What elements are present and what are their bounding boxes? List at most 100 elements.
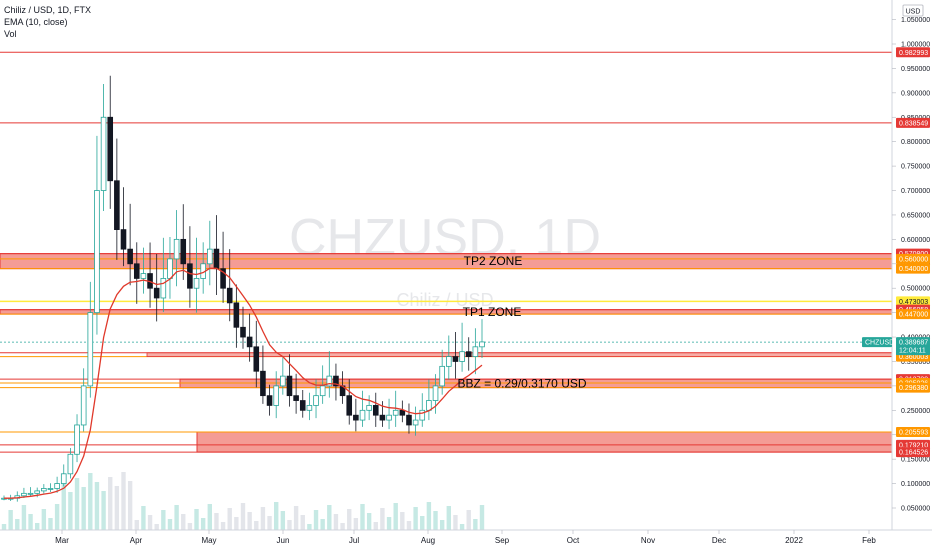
x-tick-label: Sep: [495, 536, 510, 545]
candle-body[interactable]: [107, 116, 114, 182]
candle-body[interactable]: [133, 263, 140, 279]
candle-body[interactable]: [306, 405, 313, 411]
price-level-badge[interactable]: [896, 309, 930, 320]
candle-body[interactable]: [479, 341, 485, 348]
candle-body[interactable]: [67, 453, 74, 475]
candle-body[interactable]: [359, 409, 366, 421]
candle-body[interactable]: [372, 405, 379, 416]
candle-body[interactable]: [240, 326, 246, 338]
candle-body[interactable]: [27, 492, 34, 495]
price-level-badge[interactable]: [896, 47, 930, 58]
volume-bar: [88, 473, 93, 530]
candle-body[interactable]: [286, 375, 293, 397]
candle-body[interactable]: [21, 492, 27, 497]
candle-body[interactable]: [386, 414, 392, 421]
candle-body[interactable]: [353, 414, 359, 421]
volume-bar: [207, 504, 213, 530]
legend-ema[interactable]: EMA (10, close): [4, 17, 68, 27]
candle-body[interactable]: [299, 400, 306, 411]
candle-body[interactable]: [406, 414, 412, 426]
candle-body[interactable]: [273, 385, 279, 406]
candle-body[interactable]: [74, 424, 80, 455]
candle-body[interactable]: [114, 180, 120, 230]
zone-rect[interactable]: [0, 309, 893, 315]
candle-body[interactable]: [333, 375, 339, 387]
candle-body[interactable]: [446, 356, 452, 367]
candle-body[interactable]: [94, 190, 100, 314]
symbol-badge[interactable]: [862, 337, 892, 348]
candle-body[interactable]: [366, 405, 372, 411]
ema-line[interactable]: [4, 267, 483, 499]
candle-body[interactable]: [472, 346, 479, 357]
candle-body[interactable]: [160, 278, 167, 299]
candle-body[interactable]: [399, 409, 406, 416]
y-tick-label: 0.150000: [901, 457, 930, 464]
volume-bar: [260, 507, 266, 530]
legend-vol[interactable]: Vol: [4, 29, 17, 39]
candle-body[interactable]: [246, 336, 253, 348]
price-level-badge[interactable]: [896, 427, 930, 438]
candle-body[interactable]: [180, 238, 187, 265]
candle-body[interactable]: [439, 365, 445, 387]
candle-body[interactable]: [120, 229, 127, 250]
candle-body[interactable]: [412, 419, 419, 426]
candle-body[interactable]: [260, 370, 266, 397]
candle-body[interactable]: [452, 356, 459, 362]
candle-body[interactable]: [41, 488, 47, 492]
candle-body[interactable]: [392, 409, 399, 416]
candle-body[interactable]: [213, 248, 220, 270]
candle-body[interactable]: [100, 116, 107, 191]
candle-body[interactable]: [187, 263, 193, 289]
volume-bar: [54, 504, 60, 530]
candle-body[interactable]: [167, 258, 173, 279]
current-price-badge[interactable]: [896, 337, 930, 356]
candle-body[interactable]: [193, 278, 200, 289]
x-tick-label: Aug: [421, 536, 435, 545]
zone-rect[interactable]: [0, 253, 893, 270]
candle-body[interactable]: [173, 238, 180, 260]
candle-body[interactable]: [346, 395, 353, 416]
candle-body[interactable]: [465, 351, 472, 357]
candle-body[interactable]: [313, 395, 319, 406]
zone-rect[interactable]: [196, 431, 893, 453]
volume-bar: [181, 514, 186, 530]
candle-body[interactable]: [220, 268, 226, 289]
candle-body[interactable]: [319, 385, 326, 397]
candle-body[interactable]: [207, 248, 213, 265]
candle-body[interactable]: [140, 273, 147, 279]
candle-body[interactable]: [293, 395, 299, 401]
candle-body[interactable]: [459, 351, 465, 362]
candle-body[interactable]: [233, 302, 240, 328]
price-level-badge[interactable]: [896, 263, 930, 274]
volume-bar: [479, 505, 485, 530]
candle-body[interactable]: [266, 395, 273, 406]
legend-title[interactable]: Chiliz / USD, 1D, FTX: [4, 5, 92, 15]
candle-body[interactable]: [379, 414, 386, 421]
candle-body[interactable]: [419, 409, 426, 421]
candle-body[interactable]: [127, 248, 133, 265]
candle-body[interactable]: [326, 375, 333, 387]
price-level-badge[interactable]: [896, 117, 930, 128]
candle-body[interactable]: [153, 287, 160, 299]
candle-body[interactable]: [60, 473, 67, 484]
x-axis[interactable]: Mar Apr May Jun Jul Aug Sep Oct Nov Dec 2022 Feb: [55, 530, 876, 545]
candle-body[interactable]: [54, 483, 60, 489]
candle-body[interactable]: [34, 490, 40, 494]
candle-body[interactable]: [432, 385, 439, 401]
volume-bar: [300, 515, 305, 530]
candle-body[interactable]: [47, 488, 54, 490]
candle-body[interactable]: [226, 287, 233, 304]
candle-body[interactable]: [253, 346, 260, 372]
volume-bar: [413, 507, 418, 530]
price-level-badge[interactable]: [896, 382, 930, 393]
price-level-badge[interactable]: [896, 253, 930, 264]
currency-badge[interactable]: [902, 4, 924, 17]
candle-body[interactable]: [87, 312, 94, 387]
price-level-badge[interactable]: [896, 296, 930, 307]
candle-body[interactable]: [426, 400, 432, 411]
candle-body[interactable]: [280, 375, 286, 387]
candle-body[interactable]: [80, 385, 87, 426]
x-tick-label: Oct: [567, 536, 580, 545]
price-level-badge[interactable]: [896, 447, 930, 458]
